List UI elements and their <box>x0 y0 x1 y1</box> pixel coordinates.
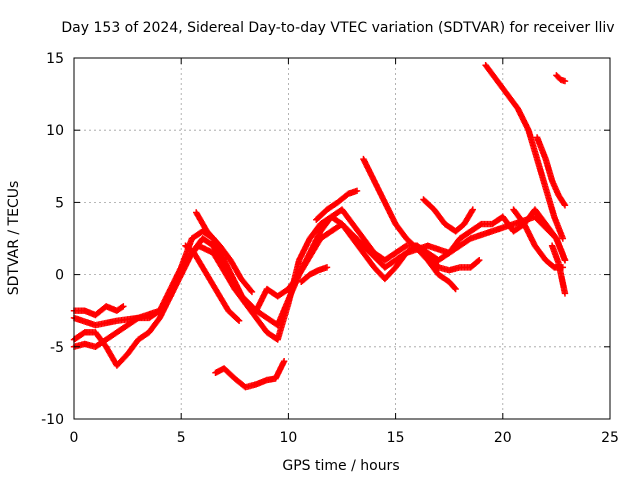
data-point-marker <box>248 288 256 296</box>
series-track-12 <box>424 249 483 274</box>
series-track-5 <box>193 209 256 296</box>
data-point-marker <box>234 316 242 323</box>
data-point-marker <box>476 256 483 264</box>
data-layer <box>70 62 569 391</box>
series-track-8 <box>313 187 361 223</box>
y-tick-label: 0 <box>55 268 64 284</box>
chart-title: Day 153 of 2024, Sidereal Day-to-day VTE… <box>61 20 614 36</box>
series-track-10 <box>360 155 459 293</box>
grid-layer <box>74 58 610 419</box>
data-point-marker <box>452 285 459 293</box>
data-point-marker <box>559 235 567 242</box>
x-tick-label: 20 <box>494 430 512 446</box>
x-tick-label: 5 <box>177 430 186 446</box>
series-track-9 <box>298 264 331 286</box>
x-tick-label: 10 <box>279 430 297 446</box>
series-track-16 <box>548 242 569 297</box>
data-point-marker <box>118 304 126 311</box>
series-track-7 <box>212 358 288 391</box>
tick-layer: 0 5 10 15 20 25 -10 -5 0 5 10 15 <box>41 51 619 446</box>
data-point-marker <box>561 256 569 264</box>
data-point-marker <box>247 287 255 294</box>
plot-frame <box>73 57 611 420</box>
series-track-6 <box>182 242 243 325</box>
data-point-marker <box>451 284 458 292</box>
data-point-marker <box>353 187 361 195</box>
series-track-3 <box>70 206 421 350</box>
data-point-marker <box>468 207 476 215</box>
x-tick-label: 15 <box>387 430 405 446</box>
data-point-marker <box>469 206 476 213</box>
y-tick-label: -5 <box>50 340 64 356</box>
y-tick-label: 10 <box>46 123 64 139</box>
y-tick-label: -10 <box>41 412 64 428</box>
x-tick-label: 25 <box>601 430 619 446</box>
data-point-marker <box>235 317 243 325</box>
data-point-marker <box>474 257 482 265</box>
y-tick-label: 15 <box>46 51 64 67</box>
data-point-marker <box>120 303 127 310</box>
x-tick-label: 0 <box>70 430 79 446</box>
x-axis-label: GPS time / hours <box>282 458 399 474</box>
data-point-marker <box>561 202 569 209</box>
data-point-marker <box>561 77 569 85</box>
y-tick-label: 5 <box>55 195 64 211</box>
data-point-marker <box>280 358 288 365</box>
data-point-marker <box>561 290 569 297</box>
series-track-17 <box>553 72 569 85</box>
y-axis-label: SDTVAR / TECUs <box>6 181 22 296</box>
series-track-11 <box>420 196 476 235</box>
data-point-marker <box>323 264 331 271</box>
data-point-marker <box>560 200 568 208</box>
series-track-14 <box>533 134 569 209</box>
series-track-13 <box>482 62 567 242</box>
